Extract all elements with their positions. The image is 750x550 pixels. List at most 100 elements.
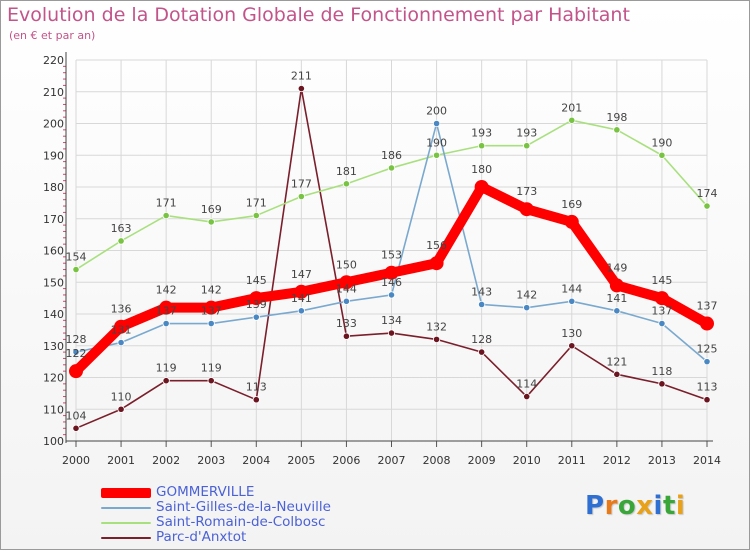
- data-point: [342, 297, 351, 305]
- data-label: 137: [201, 305, 222, 318]
- data-point: [252, 396, 260, 404]
- data-label: 173: [516, 185, 537, 198]
- legend-label: Parc-d'Anxtot: [156, 529, 247, 545]
- data-label: 190: [426, 136, 447, 149]
- x-tick-label: 2004: [242, 454, 270, 467]
- data-label: 121: [606, 355, 627, 368]
- logo-letter: P: [585, 491, 605, 521]
- logo-letter: o: [617, 491, 637, 521]
- x-tick-label: 2000: [62, 454, 90, 467]
- data-label: 154: [66, 251, 87, 264]
- data-point: [703, 358, 711, 366]
- data-label: 198: [606, 111, 627, 124]
- x-tick-label: 2010: [513, 454, 541, 467]
- data-point: [117, 237, 125, 245]
- x-tick-label: 2002: [152, 454, 180, 467]
- data-point: [658, 380, 666, 388]
- data-point: [613, 307, 621, 315]
- data-point: [207, 319, 215, 328]
- data-label: 144: [561, 282, 582, 295]
- data-point: [117, 405, 125, 413]
- grid-layer: [75, 59, 708, 441]
- data-point: [69, 364, 83, 379]
- data-point: [207, 218, 215, 226]
- data-point: [519, 202, 534, 217]
- data-label: 149: [606, 261, 627, 274]
- data-point: [72, 348, 80, 356]
- data-label: 141: [606, 292, 627, 305]
- data-point: [478, 348, 486, 356]
- x-tick-label: 2013: [648, 454, 676, 467]
- data-label: 200: [426, 105, 447, 118]
- data-label: 104: [66, 409, 87, 422]
- y-tick-label: 210: [43, 86, 64, 99]
- data-point: [432, 119, 441, 128]
- data-label: 122: [66, 347, 87, 360]
- data-point: [703, 202, 711, 210]
- data-label: 128: [471, 333, 492, 346]
- data-label: 134: [381, 314, 402, 327]
- data-point: [294, 284, 309, 299]
- x-tick-label: 2012: [603, 454, 631, 467]
- data-label: 145: [246, 274, 267, 287]
- y-tick-label: 150: [43, 276, 64, 289]
- data-point: [384, 265, 399, 280]
- data-point: [523, 304, 531, 312]
- y-tick-label: 160: [43, 245, 64, 258]
- data-label: 156: [426, 239, 447, 252]
- legend-label: Saint-Romain-de-Colbosc: [156, 514, 326, 530]
- data-label: 131: [111, 324, 132, 337]
- data-point: [523, 392, 531, 401]
- data-label: 147: [291, 268, 312, 281]
- data-point: [342, 332, 351, 340]
- logo-letter: i: [653, 491, 663, 521]
- data-point: [523, 142, 531, 150]
- data-label: 119: [201, 362, 222, 375]
- data-label: 130: [561, 327, 582, 340]
- data-point: [162, 211, 170, 220]
- data-label: 163: [111, 222, 132, 235]
- data-point: [564, 214, 579, 229]
- data-point: [478, 300, 486, 309]
- data-label: 180: [471, 163, 492, 176]
- proxiti-logo: Proxiti: [585, 491, 685, 521]
- data-point: [117, 338, 125, 347]
- x-tick-label: 2007: [378, 454, 406, 467]
- data-label: 146: [381, 276, 402, 289]
- data-label: 137: [651, 305, 672, 318]
- x-tick-label: 2003: [197, 454, 225, 467]
- logo-letter: r: [604, 491, 618, 521]
- legend-label: Saint-Gilles-de-la-Neuville: [156, 499, 331, 515]
- data-point: [658, 319, 666, 328]
- data-point: [658, 151, 666, 159]
- x-tick-label: 2005: [287, 454, 315, 467]
- data-point: [297, 84, 305, 93]
- y-tick-label: 140: [43, 308, 64, 321]
- data-label: 177: [291, 178, 312, 191]
- data-label: 144: [336, 282, 357, 295]
- data-label: 141: [291, 292, 312, 305]
- legend-swatch: [101, 522, 151, 524]
- data-point: [387, 329, 396, 337]
- series-layer: [69, 84, 714, 432]
- data-label: 118: [651, 365, 672, 378]
- data-label: 171: [156, 197, 177, 210]
- legend-swatch: [101, 537, 151, 539]
- axis-layer: 100 110 120 130 140 150 160 170 180 190 200 210 220 2…: [43, 52, 721, 467]
- data-label: 142: [156, 284, 177, 297]
- logo-letter: t: [662, 491, 676, 521]
- data-label: 142: [201, 284, 222, 297]
- data-label: 193: [471, 127, 492, 140]
- y-tick-label: 110: [43, 403, 64, 416]
- data-point: [700, 316, 714, 331]
- logo-letter: i: [675, 491, 686, 521]
- data-point: [613, 126, 621, 134]
- data-point: [252, 313, 260, 321]
- data-point: [703, 396, 711, 404]
- data-point: [568, 116, 576, 124]
- data-label: 143: [471, 285, 492, 298]
- chart-title: Evolution de la Dotation Globale de Fonc…: [7, 4, 630, 26]
- data-label: 142: [516, 289, 537, 302]
- data-label: 145: [651, 274, 672, 287]
